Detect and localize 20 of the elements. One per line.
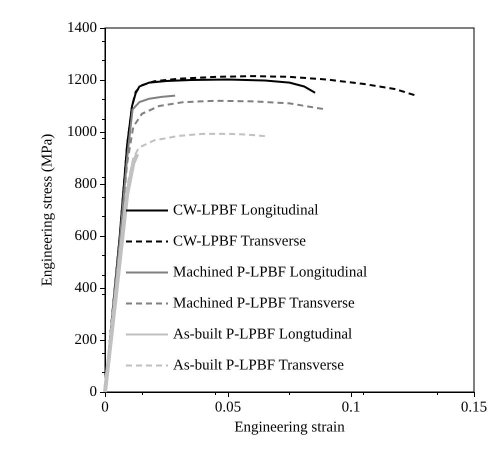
y-tick-label: 800 [74, 176, 97, 192]
legend-label: Machined P-LPBF Transverse [173, 296, 356, 312]
legend-label: As-built P-LPBF Longtudinal [173, 326, 352, 342]
y-tick-label: 0 [90, 384, 97, 400]
legend-label: Machined P-LPBF Longitudinal [173, 264, 368, 280]
y-tick-label: 1200 [67, 72, 97, 88]
y-axis-title: Engineering stress (MPa) [40, 134, 56, 286]
legend-label: As-built P-LPBF Transverse [173, 358, 344, 374]
x-axis-title: Engineering strain [234, 420, 346, 436]
y-tick-label: 600 [74, 228, 97, 244]
x-tick-label: 0 [101, 400, 109, 416]
x-tick-label: 0.05 [214, 400, 242, 416]
x-tick-label: 0.1 [342, 400, 360, 416]
x-tick-label: 0.15 [460, 400, 488, 416]
y-tick-label: 200 [74, 332, 97, 348]
legend-label: CW-LPBF Transverse [173, 234, 306, 250]
y-tick-label: 1400 [67, 20, 97, 36]
y-tick-label: 400 [74, 280, 97, 296]
y-tick-label: 1000 [67, 124, 97, 140]
legend-label: CW-LPBF Longitudinal [173, 202, 318, 218]
